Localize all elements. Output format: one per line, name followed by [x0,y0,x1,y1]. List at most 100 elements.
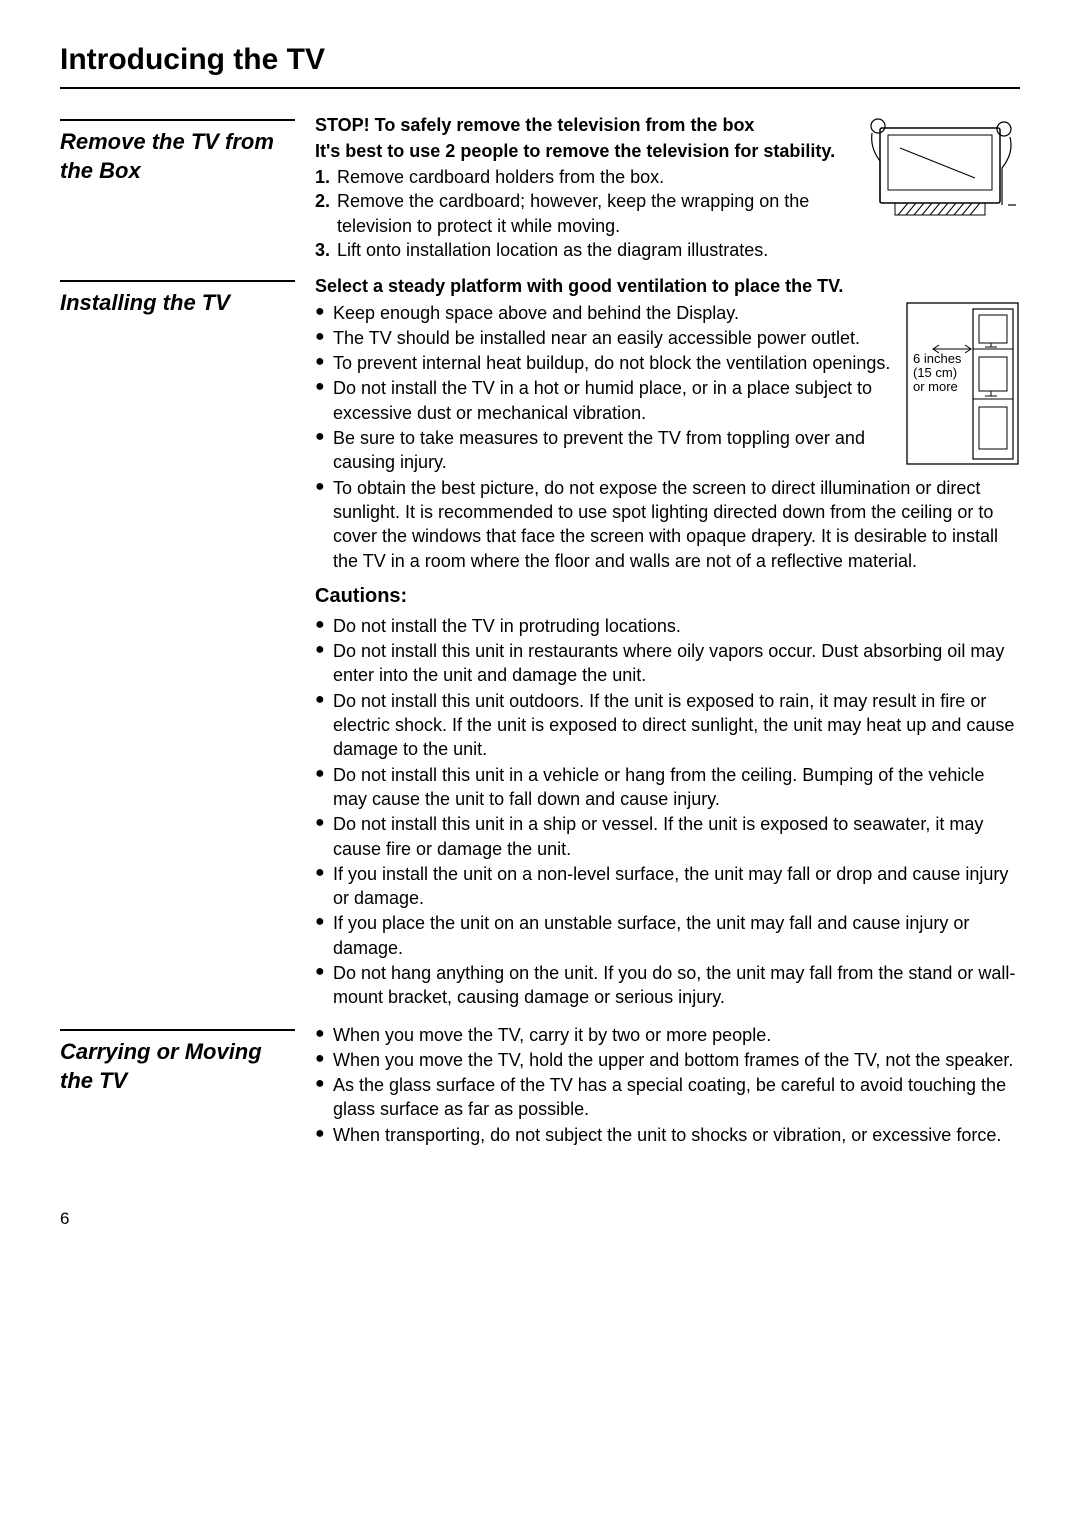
bullet-icon: ● [315,351,333,375]
step-number: 3. [315,238,337,262]
best-line: It's best to use 2 people to remove the … [315,139,852,163]
bullet-text: To obtain the best picture, do not expos… [333,476,1020,573]
right-col: ●When you move the TV, carry it by two o… [315,1023,1020,1148]
row-with-fig: ●Keep enough space above and behind the … [315,301,1020,476]
page-number: 6 [60,1208,1020,1231]
shelf-label-1: 6 inches [913,351,962,366]
step-number: 2. [315,189,337,238]
step-text: Lift onto installation location as the d… [337,238,768,262]
bullet-icon: ● [315,426,333,475]
bullet-icon: ● [315,862,333,911]
step-text: Remove the cardboard; however, keep the … [337,189,852,238]
title-rule [60,87,1020,89]
install-bullets-a: ●Keep enough space above and behind the … [315,301,897,475]
list-item: ●If you place the unit on an unstable su… [315,911,1020,960]
bullet-icon: ● [315,639,333,688]
stop-line: STOP! To safely remove the television fr… [315,113,852,137]
list-item: ●Keep enough space above and behind the … [315,301,897,325]
bullet-text: Do not install the TV in protruding loca… [333,614,681,638]
shelf-label-2: (15 cm) [913,365,957,380]
list-item: ●Do not install the TV in protruding loc… [315,614,1020,638]
bullet-icon: ● [315,763,333,812]
list-item: ●Do not hang anything on the unit. If yo… [315,961,1020,1010]
bullet-text: Do not install the TV in a hot or humid … [333,376,897,425]
text-part: ●Keep enough space above and behind the … [315,301,897,476]
bullet-text: If you place the unit on an unstable sur… [333,911,1020,960]
tv-box-icon [860,113,1020,223]
left-col: Installing the TV [60,274,315,1010]
list-item: ●Be sure to take measures to prevent the… [315,426,897,475]
text-part: STOP! To safely remove the television fr… [315,113,852,263]
right-col: Select a steady platform with good venti… [315,274,1020,1010]
install-bullets-a-rest: ●To obtain the best picture, do not expo… [315,476,1020,573]
steps-list: 1.Remove cardboard holders from the box.… [315,165,852,262]
bullet-text: Do not install this unit in a vehicle or… [333,763,1020,812]
section-heading-wrap: Remove the TV from the Box [60,119,295,186]
step-item: 1.Remove cardboard holders from the box. [315,165,852,189]
list-item: ●The TV should be installed near an easi… [315,326,897,350]
list-item: ●When you move the TV, carry it by two o… [315,1023,1020,1047]
bullet-icon: ● [315,961,333,1010]
list-item: ●To obtain the best picture, do not expo… [315,476,1020,573]
bullet-icon: ● [315,1073,333,1122]
list-item: ●When transporting, do not subject the u… [315,1123,1020,1147]
bullet-text: Be sure to take measures to prevent the … [333,426,897,475]
left-col: Remove the TV from the Box [60,113,315,263]
bullet-icon: ● [315,1123,333,1147]
shelf-label-3: or more [913,379,958,394]
cautions-bullets: ●Do not install the TV in protruding loc… [315,614,1020,1010]
list-item: ●Do not install this unit in restaurants… [315,639,1020,688]
bullet-icon: ● [315,326,333,350]
bullet-text: When you move the TV, carry it by two or… [333,1023,771,1047]
list-item: ●Do not install the TV in a hot or humid… [315,376,897,425]
bullet-icon: ● [315,911,333,960]
left-col: Carrying or Moving the TV [60,1023,315,1148]
bullet-icon: ● [315,1023,333,1047]
section-heading: Installing the TV [60,288,295,318]
list-item: ●As the glass surface of the TV has a sp… [315,1073,1020,1122]
shelf-figure: 6 inches (15 cm) or more [905,301,1020,476]
bullet-text: When you move the TV, hold the upper and… [333,1048,1013,1072]
list-item: ●If you install the unit on a non-level … [315,862,1020,911]
bullet-icon: ● [315,689,333,762]
section-remove-tv: Remove the TV from the Box STOP! To safe… [60,113,1020,263]
cautions-heading: Cautions: [315,583,1020,610]
section-heading: Carrying or Moving the TV [60,1037,295,1096]
bullet-text: The TV should be installed near an easil… [333,326,860,350]
page-title: Introducing the TV [60,40,1020,81]
bullet-text: If you install the unit on a non-level s… [333,862,1020,911]
bullet-text: Keep enough space above and behind the D… [333,301,739,325]
right-col: STOP! To safely remove the television fr… [315,113,1020,263]
bullet-text: Do not install this unit outdoors. If th… [333,689,1020,762]
bullet-icon: ● [315,476,333,573]
bullet-icon: ● [315,614,333,638]
bullet-icon: ● [315,1048,333,1072]
shelf-icon: 6 inches (15 cm) or more [905,301,1020,466]
section-heading: Remove the TV from the Box [60,127,295,186]
list-item: ●Do not install this unit in a vehicle o… [315,763,1020,812]
step-item: 2.Remove the cardboard; however, keep th… [315,189,852,238]
row-with-fig: STOP! To safely remove the television fr… [315,113,1020,263]
select-line: Select a steady platform with good venti… [315,274,1020,298]
bullet-text: As the glass surface of the TV has a spe… [333,1073,1020,1122]
carrying-bullets: ●When you move the TV, carry it by two o… [315,1023,1020,1147]
section-carrying-tv: Carrying or Moving the TV ●When you move… [60,1023,1020,1148]
bullet-text: To prevent internal heat buildup, do not… [333,351,890,375]
tv-box-figure [860,113,1020,263]
list-item: ●When you move the TV, hold the upper an… [315,1048,1020,1072]
section-heading-wrap: Installing the TV [60,280,295,318]
step-item: 3.Lift onto installation location as the… [315,238,852,262]
step-number: 1. [315,165,337,189]
list-item: ●To prevent internal heat buildup, do no… [315,351,897,375]
bullet-icon: ● [315,376,333,425]
bullet-icon: ● [315,301,333,325]
bullet-text: Do not install this unit in restaurants … [333,639,1020,688]
bullet-icon: ● [315,812,333,861]
list-item: ●Do not install this unit outdoors. If t… [315,689,1020,762]
bullet-text: When transporting, do not subject the un… [333,1123,1001,1147]
step-text: Remove cardboard holders from the box. [337,165,664,189]
section-installing-tv: Installing the TV Select a steady platfo… [60,274,1020,1010]
list-item: ●Do not install this unit in a ship or v… [315,812,1020,861]
section-heading-wrap: Carrying or Moving the TV [60,1029,295,1096]
bullet-text: Do not hang anything on the unit. If you… [333,961,1020,1010]
